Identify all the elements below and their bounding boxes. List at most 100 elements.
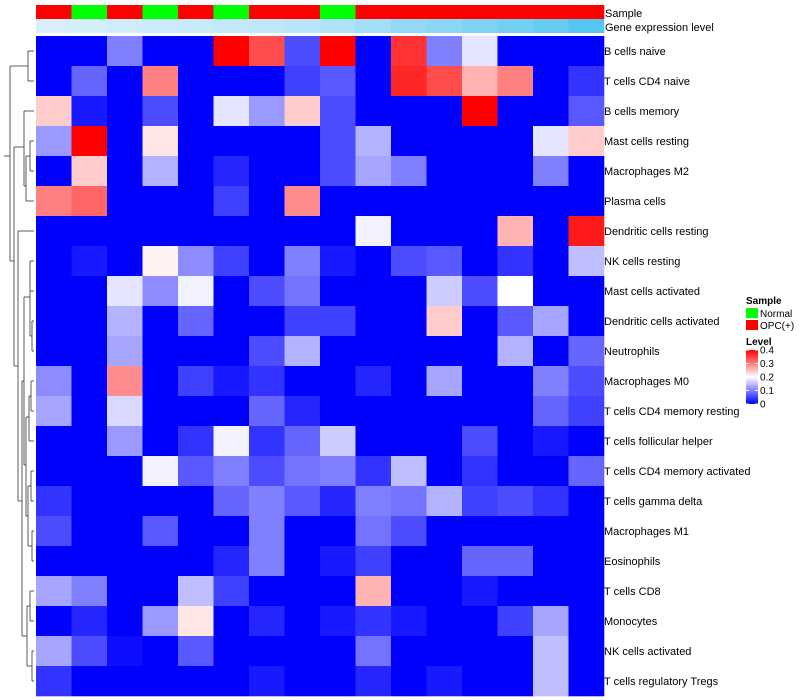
heatmap-cell [497,336,534,367]
heatmap-cell [178,666,214,697]
heatmap-cell [320,666,356,697]
heatmap-cell [284,396,321,427]
heatmap-cell [497,36,534,67]
heatmap-cell [284,36,321,67]
heatmap-cell [213,426,250,457]
heatmap-cell [391,306,427,337]
row-label: Macrophages M2 [604,166,689,178]
row-label: T cells CD8 [604,586,661,598]
heatmap-cell [36,336,72,367]
heatmap-cell [178,426,214,457]
heatmap-cell [36,516,72,547]
heatmap-cell [213,336,250,367]
heatmap-cell [391,36,427,67]
heatmap-cell [391,366,427,397]
heatmap-cell [178,366,214,397]
sample-annotation-cell [284,5,321,19]
heatmap-cell [213,306,250,337]
heatmap-cell [426,636,463,667]
heatmap-cell [320,366,356,397]
heatmap-cell [391,606,427,637]
row-dendrogram [4,50,34,682]
heatmap-cell [533,636,569,667]
heatmap-cell [533,486,569,517]
gene-expression-annotation-cell [426,19,463,33]
heatmap-cell [497,96,534,127]
heatmap-cell [284,336,321,367]
heatmap-cell [568,306,605,337]
heatmap-cell [213,516,250,547]
heatmap-cell [284,186,321,217]
heatmap-cell [497,396,534,427]
heatmap-cell [426,366,463,397]
heatmap-cell [568,336,605,367]
sample-annotation-cell [462,5,498,19]
heatmap-cell [320,66,356,97]
heatmap-cell [249,366,285,397]
heatmap-cell [497,486,534,517]
heatmap-cell [497,156,534,187]
heatmap-cell [249,396,285,427]
heatmap-cell [142,336,179,367]
level-tick-label: 0.3 [760,359,774,370]
heatmap-cell [107,126,143,157]
heatmap-cell [36,396,72,427]
heatmap-cell [284,666,321,697]
heatmap-cell [391,486,427,517]
heatmap-cell [533,396,569,427]
gene-expression-annotation-cell [213,19,250,33]
heatmap-cell [249,336,285,367]
heatmap-cell [391,246,427,277]
row-labels: B cells naive T cells CD4 naive B cells me… [604,46,751,688]
heatmap-cell [320,96,356,127]
heatmap-cell [142,546,179,577]
heatmap-cell [391,186,427,217]
heatmap-cell [71,606,108,637]
heatmap-cell [355,126,392,157]
heatmap-cell [249,246,285,277]
heatmap-cell [213,216,250,247]
heatmap-cell [142,36,179,67]
heatmap-cell [142,456,179,487]
heatmap-cell [426,156,463,187]
gene-expression-annotation-cell [249,19,285,33]
heatmap-cell [497,456,534,487]
heatmap-cell [142,246,179,277]
heatmap-cell [142,606,179,637]
heatmap-cell [568,576,605,607]
heatmap-cell [391,96,427,127]
heatmap-cell [36,636,72,667]
heatmap-cell [426,666,463,697]
heatmap-cell [320,156,356,187]
sample-annotation-cell [320,5,356,19]
heatmap-cell [178,66,214,97]
heatmap-cell [497,576,534,607]
heatmap-cell [533,156,569,187]
heatmap-cell [284,126,321,157]
heatmap-cell [568,486,605,517]
gene-expression-annotation-cell [391,19,427,33]
heatmap-cell [249,216,285,247]
heatmap-cell [284,66,321,97]
heatmap-cell [320,396,356,427]
heatmap-cell [533,306,569,337]
heatmap-cell [462,636,498,667]
heatmap-cell [284,366,321,397]
heatmap-cell [355,36,392,67]
heatmap-cell [497,276,534,307]
heatmap-cell [213,636,250,667]
sample-legend-title: Sample [746,296,782,307]
heatmap-cell [213,156,250,187]
sample-legend-swatch [746,308,758,318]
heatmap-cell [142,66,179,97]
heatmap-cell [320,486,356,517]
sample-annotation-bar [36,5,605,19]
heatmap-cell [142,96,179,127]
heatmap-cell [391,396,427,427]
heatmap-cell [320,336,356,367]
heatmap-cell [533,336,569,367]
heatmap-cell [71,96,108,127]
heatmap-cell [426,336,463,367]
heatmap-cell [497,516,534,547]
gene-expression-annotation-cell [497,19,534,33]
